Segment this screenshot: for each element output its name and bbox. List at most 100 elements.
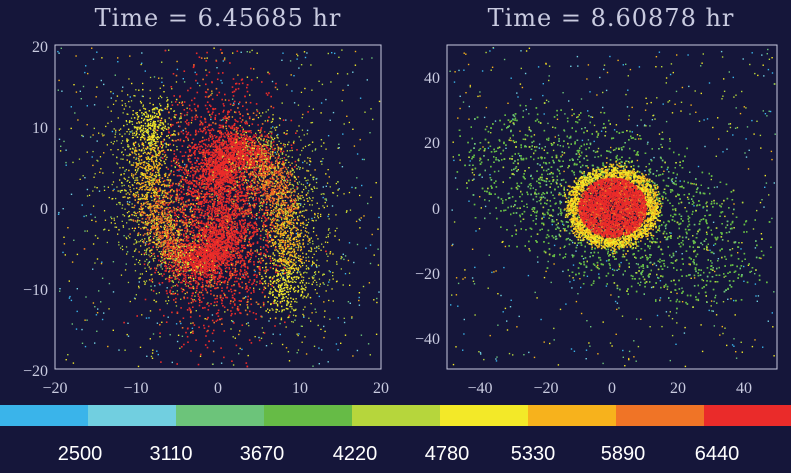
particle [202,143,205,145]
particle [170,164,173,167]
particle [216,281,219,283]
particle [206,291,209,294]
particle [232,248,235,251]
particle [250,292,252,294]
particle [232,250,235,252]
particle [216,301,218,303]
particle [199,128,201,130]
particle [170,86,173,88]
particle [241,249,244,252]
particle [186,194,188,196]
particle [191,295,193,297]
particle [112,261,115,263]
particle [164,207,166,210]
particle [149,338,151,340]
particle [247,275,249,278]
particle [178,118,181,120]
particle [247,261,250,264]
particle [273,219,276,221]
particle [243,188,246,191]
particle [234,250,237,252]
particle [207,185,210,188]
particle [267,282,270,285]
particle [194,71,196,74]
particle [245,120,247,122]
particle [175,297,177,300]
particle [269,207,272,209]
particle [192,300,194,303]
particle [181,155,184,157]
particle [226,113,229,116]
particle [195,176,198,179]
particle [172,73,175,75]
particle [176,192,178,194]
particle [247,210,250,213]
particle [263,194,265,196]
particle [187,124,190,126]
particle [245,230,247,232]
particle [180,112,183,115]
particle [209,160,211,162]
particle [199,145,201,148]
particle [148,260,151,263]
particle [242,223,245,225]
particle [172,291,174,293]
particle [203,202,205,204]
particle [218,265,220,267]
particle [195,339,197,341]
particle [273,286,275,288]
particle [160,194,163,196]
particle [93,127,95,130]
particle [246,266,249,268]
particle [206,51,208,54]
particle [220,210,222,213]
particle [269,266,272,269]
particle [341,49,343,51]
particle [267,255,270,257]
particle [141,62,143,64]
particle [185,169,187,171]
particle [175,139,177,142]
particle [239,221,241,224]
particle [249,231,251,233]
particle [222,199,224,201]
particle [253,263,255,266]
particle [98,190,101,192]
particle [253,222,256,224]
particle [236,252,238,255]
particle [186,297,189,299]
particle [214,193,216,195]
particle [181,102,183,104]
particle [315,234,318,237]
particle [177,270,180,273]
particle [205,74,208,77]
particle [194,150,196,152]
particle [311,141,314,143]
particle [298,333,300,335]
particle [193,97,196,100]
particle [246,213,248,215]
particle [222,72,224,74]
particle [174,292,177,295]
particle [209,114,211,116]
particle [261,123,264,125]
particle [198,150,200,153]
particle [209,207,212,210]
particle [213,329,215,332]
particle [154,285,156,287]
particle [157,196,159,198]
particle [231,320,233,322]
particle [237,277,240,280]
particle [208,281,210,283]
particle [272,259,275,261]
particle [220,269,223,272]
particle [175,217,177,220]
particle [243,215,246,217]
particle [186,205,188,208]
particle [253,216,256,218]
particle [256,110,259,113]
particle [189,309,191,311]
particle [100,79,102,82]
particle [84,319,86,321]
particle [217,236,219,239]
